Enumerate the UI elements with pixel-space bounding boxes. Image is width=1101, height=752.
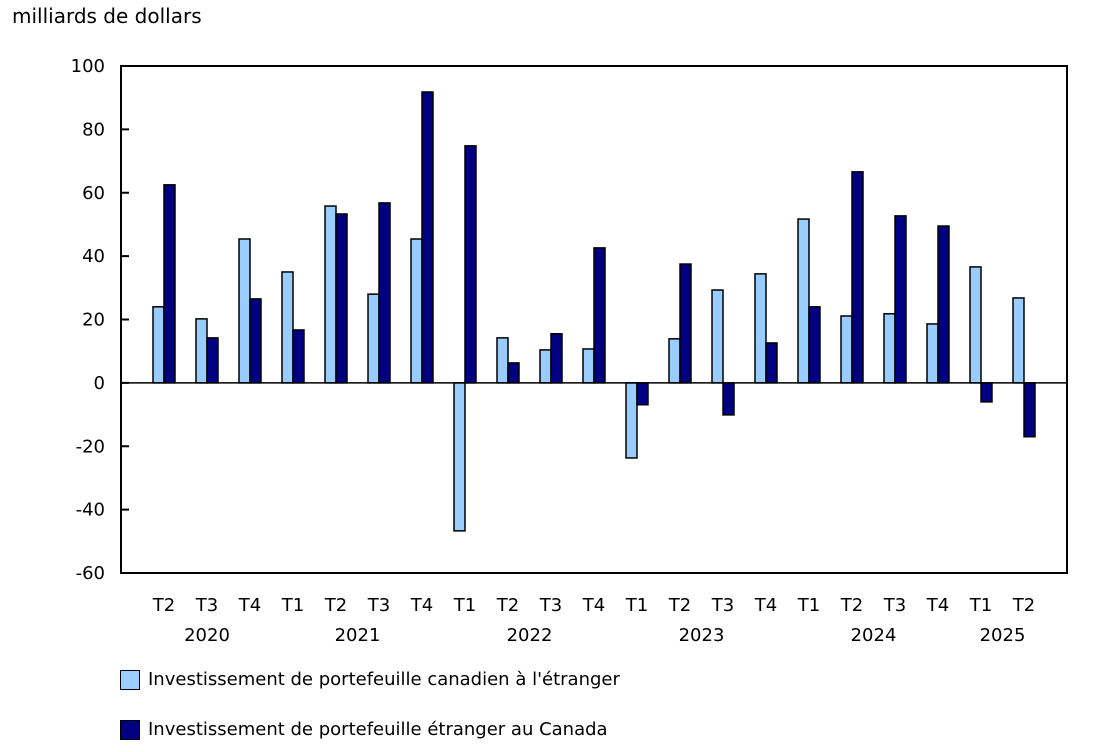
x-year-label: 2023 — [679, 625, 725, 646]
x-tick-label: T1 — [281, 595, 304, 616]
bar-foreign-in-canada-10 — [593, 247, 606, 384]
x-tick-label: T1 — [625, 595, 648, 616]
y-tick-label: 100 — [71, 56, 105, 77]
y-tick-label: -60 — [76, 563, 105, 584]
bar-foreign-in-canada-15 — [808, 306, 821, 384]
bar-canadian-abroad-20 — [1012, 297, 1025, 384]
x-tick-label: T4 — [926, 595, 949, 616]
bar-canadian-abroad-13 — [711, 289, 724, 384]
bar-canadian-abroad-8 — [496, 337, 509, 384]
bar-foreign-in-canada-7 — [464, 145, 477, 384]
x-tick-label: T2 — [324, 595, 347, 616]
x-tick-label: T2 — [152, 595, 175, 616]
bar-foreign-in-canada-8 — [507, 362, 520, 384]
legend-swatch-dark — [120, 719, 140, 740]
bar-foreign-in-canada-3 — [292, 329, 305, 384]
x-tick-label: T4 — [238, 595, 261, 616]
y-tick-label: 20 — [82, 310, 105, 331]
legend-item-foreign-in-canada: Investissement de portefeuille étranger … — [120, 719, 608, 740]
bar-foreign-in-canada-20 — [1023, 382, 1036, 438]
bar-foreign-in-canada-19 — [980, 382, 993, 403]
x-year-label: 2025 — [980, 625, 1026, 646]
x-year-label: 2021 — [335, 625, 381, 646]
bar-foreign-in-canada-9 — [550, 333, 563, 384]
x-year-label: 2024 — [851, 625, 897, 646]
y-axis-label: milliards de dollars — [12, 4, 202, 28]
x-year-label: 2020 — [184, 625, 230, 646]
bar-foreign-in-canada-6 — [421, 91, 434, 384]
legend-label: Investissement de portefeuille canadien … — [148, 669, 620, 690]
bar-canadian-abroad-12 — [668, 338, 681, 384]
bar-canadian-abroad-19 — [969, 266, 982, 384]
bar-canadian-abroad-4 — [324, 205, 337, 384]
y-tick-label: -40 — [76, 500, 105, 521]
bar-canadian-abroad-0 — [152, 306, 165, 384]
x-tick-label: T2 — [840, 595, 863, 616]
x-tick-label: T3 — [195, 595, 218, 616]
x-tick-label: T2 — [1012, 595, 1035, 616]
legend-swatch-light — [120, 669, 140, 690]
bar-canadian-abroad-18 — [926, 323, 939, 384]
bar-canadian-abroad-10 — [582, 348, 595, 384]
bar-canadian-abroad-14 — [754, 273, 767, 384]
bar-canadian-abroad-3 — [281, 271, 294, 384]
x-tick-label: T4 — [582, 595, 605, 616]
x-tick-label: T2 — [668, 595, 691, 616]
y-tick-label: 40 — [82, 246, 105, 267]
bar-foreign-in-canada-13 — [722, 382, 735, 416]
x-tick-label: T2 — [496, 595, 519, 616]
bar-foreign-in-canada-18 — [937, 225, 950, 384]
x-year-label: 2022 — [507, 625, 553, 646]
x-tick-label: T4 — [410, 595, 433, 616]
bar-foreign-in-canada-17 — [894, 215, 907, 384]
x-tick-label: T1 — [969, 595, 992, 616]
bar-canadian-abroad-6 — [410, 238, 423, 384]
x-tick-label: T3 — [883, 595, 906, 616]
bar-foreign-in-canada-1 — [206, 337, 219, 384]
y-tick-label: -20 — [76, 436, 105, 457]
bar-canadian-abroad-11 — [625, 382, 638, 459]
bar-foreign-in-canada-0 — [163, 184, 176, 384]
bar-canadian-abroad-7 — [453, 382, 466, 532]
legend-label: Investissement de portefeuille étranger … — [148, 719, 608, 740]
y-tick-label: 80 — [82, 119, 105, 140]
bar-canadian-abroad-17 — [883, 313, 896, 384]
bar-canadian-abroad-9 — [539, 349, 552, 384]
x-tick-label: T3 — [367, 595, 390, 616]
bar-foreign-in-canada-11 — [636, 382, 649, 406]
x-tick-label: T3 — [539, 595, 562, 616]
bar-foreign-in-canada-14 — [765, 342, 778, 384]
bar-foreign-in-canada-16 — [851, 171, 864, 384]
bar-canadian-abroad-2 — [238, 238, 251, 384]
bar-foreign-in-canada-4 — [335, 213, 348, 384]
x-tick-label: T1 — [797, 595, 820, 616]
bar-foreign-in-canada-5 — [378, 202, 391, 384]
bar-canadian-abroad-16 — [840, 315, 853, 384]
x-tick-label: T1 — [453, 595, 476, 616]
x-tick-label: T3 — [711, 595, 734, 616]
x-tick-label: T4 — [754, 595, 777, 616]
bar-canadian-abroad-5 — [367, 293, 380, 384]
bar-foreign-in-canada-2 — [249, 298, 262, 384]
bar-foreign-in-canada-12 — [679, 263, 692, 384]
y-tick-label: 0 — [94, 373, 105, 394]
legend-item-canadian-abroad: Investissement de portefeuille canadien … — [120, 669, 620, 690]
bar-canadian-abroad-15 — [797, 218, 810, 384]
y-tick-label: 60 — [82, 183, 105, 204]
bar-canadian-abroad-1 — [195, 318, 208, 384]
